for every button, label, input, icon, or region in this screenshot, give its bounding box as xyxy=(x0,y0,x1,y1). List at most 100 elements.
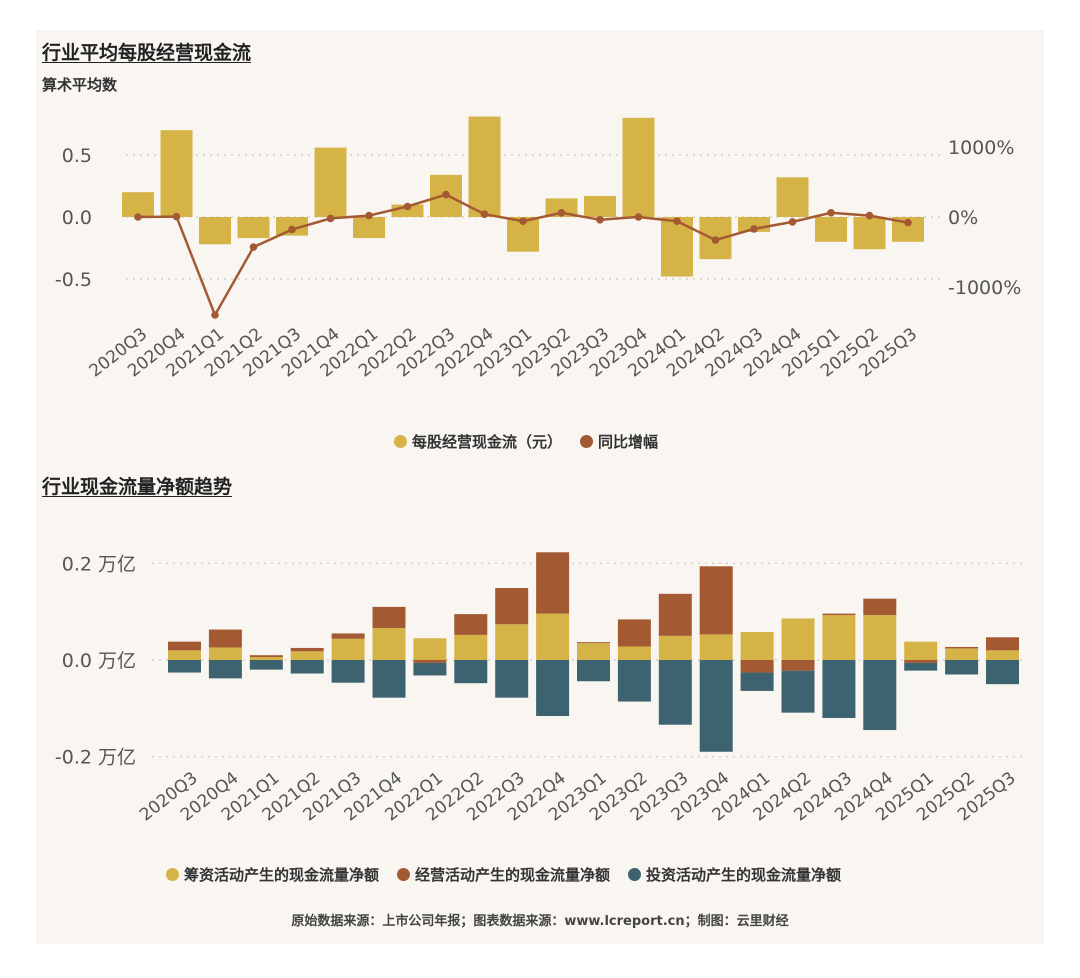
bar-financing xyxy=(168,650,201,660)
yoy-point xyxy=(788,218,797,226)
bar-operating xyxy=(863,598,897,616)
bar-investing xyxy=(208,660,242,679)
bar-financing xyxy=(208,647,242,660)
yoy-point xyxy=(596,216,604,224)
bar-operating xyxy=(168,641,201,651)
report-page: 行业平均每股经营现金流 算术平均数 0.5 0.0 -0.5 1000% 0% -1000… xyxy=(36,30,1044,944)
yoy-point xyxy=(249,243,258,251)
chart2-legend: 筹资活动产生的现金流量净额 经营活动产生的现金流量净额 投资活动产生的现金流量净额 xyxy=(166,864,841,885)
bar-operating xyxy=(740,660,774,673)
legend-item: 投资活动产生的现金流量净额 xyxy=(628,864,841,885)
y-left-tick-label: -0.5 xyxy=(55,269,92,291)
bar-financing xyxy=(740,631,774,660)
bar-operating xyxy=(536,552,570,614)
bar-per-share-cashflow xyxy=(237,217,270,239)
yoy-point xyxy=(442,190,450,199)
bar-operating xyxy=(577,642,610,644)
legend-swatch xyxy=(394,435,407,448)
bar-investing xyxy=(658,660,692,725)
bar-financing xyxy=(986,650,1019,660)
bar-per-share-cashflow xyxy=(815,217,847,242)
bar-operating xyxy=(781,660,815,671)
source-footer: 原始数据来源：上市公司年报；图表数据来源：www.lcreport.cn；制图：… xyxy=(291,914,789,929)
bar-operating xyxy=(699,566,733,635)
bar-per-share-cashflow xyxy=(622,117,655,217)
bar-operating xyxy=(372,606,406,629)
bar-per-share-cashflow xyxy=(776,177,809,217)
legend-swatch xyxy=(397,868,411,881)
bar-investing xyxy=(863,660,897,731)
yoy-point xyxy=(288,225,296,234)
bar-operating xyxy=(413,660,447,663)
y-right-tick-label: 0% xyxy=(948,207,978,229)
bar-per-share-cashflow xyxy=(314,147,347,217)
legend-label: 投资活动产生的现金流量净额 xyxy=(646,866,842,884)
yoy-point xyxy=(365,211,373,220)
bar-financing xyxy=(249,657,283,660)
bar-operating xyxy=(617,619,651,647)
bar-investing xyxy=(740,672,774,691)
legend-label: 筹资活动产生的现金流量净额 xyxy=(184,866,380,884)
bar-financing xyxy=(495,624,529,660)
y-tick-label: -0.2 万亿 xyxy=(55,747,136,769)
bar-operating xyxy=(945,646,979,649)
legend-label: 同比增幅 xyxy=(598,433,659,451)
yoy-point xyxy=(904,218,912,227)
bar-operating xyxy=(658,593,692,636)
legend-item: 筹资活动产生的现金流量净额 xyxy=(166,864,379,885)
bar-financing xyxy=(699,634,733,660)
chart1-subtitle: 算术平均数 xyxy=(42,76,118,94)
yoy-point xyxy=(827,209,835,217)
bar-investing xyxy=(331,660,365,683)
y-right-tick-label: -1000% xyxy=(948,277,1021,299)
bar-per-share-cashflow xyxy=(468,116,501,217)
bar-financing xyxy=(781,618,815,660)
chart2-plot: 0.2 万亿0.0 万亿-0.2 万亿2020Q32020Q42021Q1202… xyxy=(55,552,1026,825)
y-tick-label: 0.0 万亿 xyxy=(62,650,136,672)
bar-investing xyxy=(822,660,856,718)
yoy-point xyxy=(480,210,489,218)
bar-per-share-cashflow xyxy=(584,195,616,217)
bar-operating xyxy=(986,637,1019,651)
bar-investing xyxy=(945,660,979,675)
bar-financing xyxy=(658,635,692,660)
bar-per-share-cashflow xyxy=(853,217,886,250)
yoy-point xyxy=(750,225,758,233)
bar-per-share-cashflow xyxy=(199,217,231,245)
yoy-point xyxy=(673,217,681,225)
bar-financing xyxy=(863,615,897,660)
yoy-point xyxy=(172,212,181,221)
bar-financing xyxy=(413,638,447,660)
bar-financing xyxy=(331,638,365,660)
yoy-point xyxy=(134,213,142,221)
bar-financing xyxy=(617,646,651,660)
yoy-point xyxy=(211,311,219,319)
bar-investing xyxy=(168,660,201,673)
bar-operating xyxy=(822,613,856,616)
bar-investing xyxy=(577,660,610,682)
bar-investing xyxy=(413,662,447,676)
y-left-tick-label: 0.5 xyxy=(62,145,92,167)
y-right-tick-label: 1000% xyxy=(948,137,1014,159)
yoy-point xyxy=(865,211,874,220)
bar-investing xyxy=(986,660,1019,685)
bar-per-share-cashflow xyxy=(353,217,385,239)
bar-financing xyxy=(536,613,570,660)
chart2-title: 行业现金流量净额趋势 xyxy=(42,476,233,498)
legend-item: 每股经营现金流（元） xyxy=(394,431,562,452)
yoy-point xyxy=(557,209,566,217)
bar-financing xyxy=(290,651,324,660)
legend-swatch xyxy=(580,435,594,448)
bar-financing xyxy=(822,615,856,660)
bar-financing xyxy=(945,648,979,660)
yoy-point xyxy=(519,217,527,225)
y-tick-label: 0.2 万亿 xyxy=(62,553,136,575)
legend-item: 同比增幅 xyxy=(580,431,658,452)
bar-investing xyxy=(454,660,488,684)
yoy-point xyxy=(634,213,643,221)
bar-operating xyxy=(249,655,283,658)
chart1-plot: 0.50.0-0.51000%0%-1000%2020Q32020Q42021Q… xyxy=(55,116,1021,381)
bar-operating xyxy=(454,614,488,635)
bar-per-share-cashflow xyxy=(122,192,154,217)
bar-financing xyxy=(454,634,488,660)
